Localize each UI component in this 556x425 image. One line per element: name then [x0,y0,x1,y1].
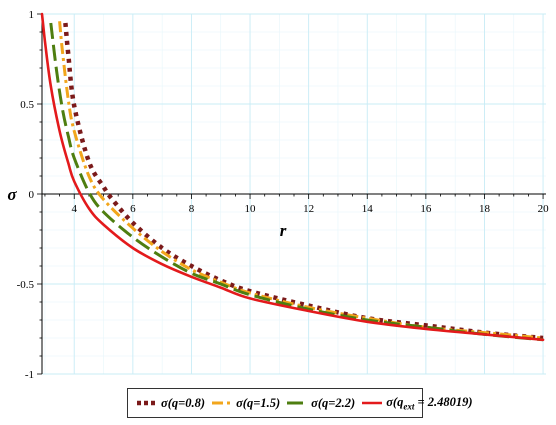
legend-swatch-3 [287,401,308,405]
y-tick-label: -1 [25,369,34,381]
legend-item-3: σ(q=2.2) [286,396,355,411]
legend-swatch-1 [137,400,157,406]
x-tick-label: 10 [245,203,257,215]
y-tick-label: 0 [29,189,35,201]
legend-label-3: σ(q=2.2) [311,395,356,410]
series-line-1 [63,22,544,341]
series-line-4 [40,12,545,342]
legend-label-2: σ(q=1.5) [236,395,281,410]
x-tick-label: 4 [71,203,77,215]
x-tick-label: 12 [303,203,314,215]
y-tick-label: -0.5 [17,279,35,291]
tick-labels: 4 6 8 10 12 14 16 18 20 1 0.5 0 -0.5 -1 [17,9,549,381]
legend-item-4: σ(qext = 2.48019) [361,394,473,412]
legend-swatch-4 [362,401,383,405]
legend: σ(q=0.8) σ(q=1.5) σ(q=2.2) σ(qext = 2.48019… [127,388,473,418]
x-axis-label: r [280,221,287,240]
series-group [40,12,545,342]
legend-label-4: σ(qext = 2.48019) [386,394,473,412]
y-tick-label: 1 [29,9,35,21]
x-tick-label: 14 [362,203,374,215]
legend-swatch-2 [212,401,233,405]
legend-item-2: σ(q=1.5) [211,396,280,411]
series-line-3 [49,22,544,342]
x-tick-label: 6 [130,203,136,215]
x-tick-label: 8 [189,203,195,215]
x-tick-label: 16 [420,203,432,215]
legend-label-1: σ(q=0.8) [161,395,206,410]
axes [37,13,546,375]
y-axis-label: σ [7,185,17,204]
x-tick-label: 18 [479,203,491,215]
legend-item-1: σ(q=0.8) [136,396,205,411]
y-tick-label: 0.5 [20,99,34,111]
x-tick-label: 20 [538,203,550,215]
series-line-2 [58,21,544,340]
